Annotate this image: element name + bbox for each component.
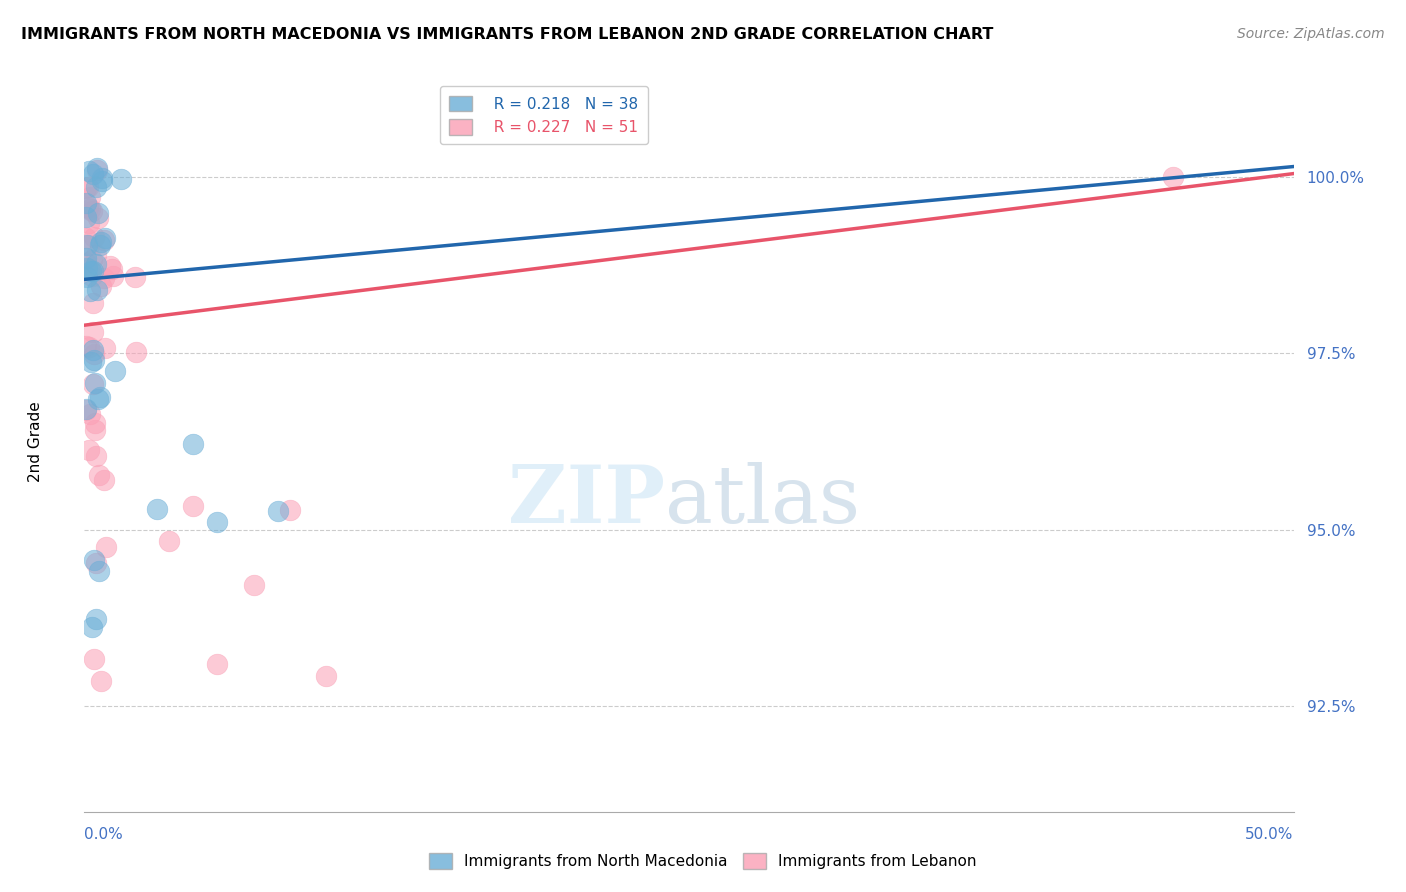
Point	[76, 261, 98, 276]
Point	[84, 180, 107, 194]
Point	[80, 264, 103, 278]
Point	[110, 172, 132, 186]
Point	[86, 556, 108, 570]
Point	[76, 269, 98, 284]
Point	[146, 502, 169, 516]
Point	[101, 269, 124, 284]
Point	[90, 673, 112, 688]
Point	[1161, 170, 1184, 185]
Point	[79, 284, 101, 298]
Text: ZIP: ZIP	[508, 462, 665, 540]
Point	[80, 253, 103, 268]
Point	[77, 262, 100, 277]
Point	[90, 170, 112, 185]
Point	[83, 347, 105, 361]
Point	[83, 553, 105, 567]
Point	[207, 657, 229, 671]
Point	[83, 353, 105, 368]
Point	[80, 620, 103, 634]
Point	[86, 161, 108, 175]
Point	[87, 206, 110, 220]
Text: atlas: atlas	[665, 462, 860, 540]
Point	[84, 449, 107, 463]
Point	[82, 325, 104, 339]
Point	[79, 408, 101, 422]
Point	[87, 564, 110, 578]
Point	[80, 354, 103, 368]
Point	[93, 233, 115, 247]
Point	[83, 229, 105, 244]
Point	[75, 401, 97, 416]
Point	[90, 235, 112, 250]
Point	[315, 669, 337, 683]
Point	[267, 503, 290, 517]
Point	[124, 270, 146, 285]
Point	[75, 210, 97, 224]
Point	[89, 238, 111, 252]
Point	[93, 341, 115, 355]
Point	[86, 248, 108, 262]
Point	[84, 416, 107, 430]
Point	[278, 503, 301, 517]
Point	[87, 392, 110, 407]
Point	[77, 180, 100, 194]
Point	[181, 437, 204, 451]
Point	[75, 251, 97, 265]
Point	[82, 343, 104, 357]
Point	[75, 255, 97, 269]
Text: IMMIGRANTS FROM NORTH MACEDONIA VS IMMIGRANTS FROM LEBANON 2ND GRADE CORRELATION: IMMIGRANTS FROM NORTH MACEDONIA VS IMMIG…	[21, 27, 994, 42]
Text: 2nd Grade: 2nd Grade	[28, 401, 44, 482]
Point	[101, 262, 124, 277]
Point	[86, 283, 108, 297]
Point	[82, 296, 104, 310]
Point	[84, 376, 107, 391]
Text: 0.0%: 0.0%	[84, 827, 124, 841]
Point	[75, 181, 97, 195]
Point	[86, 612, 108, 626]
Point	[77, 216, 100, 230]
Point	[98, 259, 121, 273]
Point	[83, 652, 105, 666]
Point	[75, 339, 97, 353]
Point	[207, 516, 229, 530]
Point	[84, 423, 107, 437]
Point	[242, 578, 264, 592]
Text: Source: ZipAtlas.com: Source: ZipAtlas.com	[1237, 27, 1385, 41]
Point	[82, 167, 104, 181]
Point	[103, 364, 125, 378]
Point	[79, 190, 101, 204]
Point	[80, 269, 103, 284]
Text: 50.0%: 50.0%	[1246, 827, 1294, 841]
Point	[89, 390, 111, 404]
Point	[80, 204, 103, 219]
Point	[77, 163, 100, 178]
Point	[86, 163, 108, 178]
Point	[87, 211, 110, 225]
Point	[124, 345, 146, 359]
Point	[93, 271, 115, 285]
Legend:   R = 0.218   N = 38,   R = 0.227   N = 51: R = 0.218 N = 38, R = 0.227 N = 51	[440, 87, 648, 145]
Point	[181, 499, 204, 513]
Point	[77, 442, 100, 457]
Point	[79, 340, 101, 354]
Point	[90, 279, 112, 293]
Point	[79, 237, 101, 252]
Point	[77, 200, 100, 214]
Point	[93, 231, 115, 245]
Point	[94, 540, 117, 554]
Point	[76, 237, 98, 252]
Point	[79, 202, 101, 216]
Point	[75, 231, 97, 245]
Point	[75, 196, 97, 211]
Point	[82, 376, 104, 391]
Point	[75, 403, 97, 417]
Point	[82, 264, 104, 278]
Point	[157, 534, 180, 549]
Point	[84, 257, 107, 271]
Point	[91, 174, 114, 188]
Legend: Immigrants from North Macedonia, Immigrants from Lebanon: Immigrants from North Macedonia, Immigra…	[423, 847, 983, 875]
Point	[93, 473, 115, 487]
Point	[87, 467, 110, 482]
